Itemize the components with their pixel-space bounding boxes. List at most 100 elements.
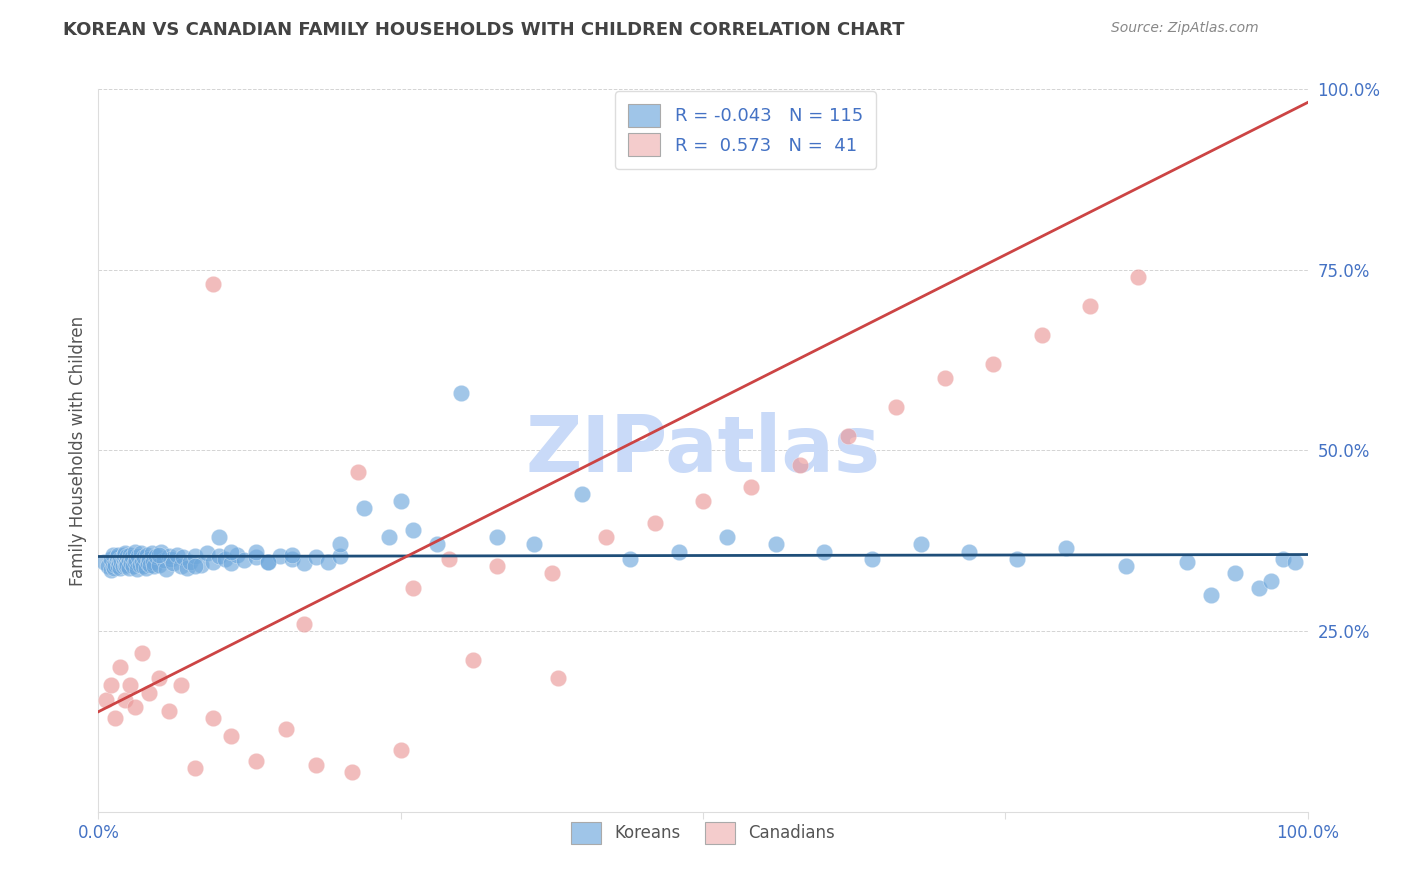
Point <box>765 537 787 551</box>
Point <box>740 480 762 494</box>
Point <box>115 559 138 574</box>
Point <box>292 556 315 570</box>
Point <box>169 559 191 574</box>
Point <box>162 556 184 570</box>
Point <box>121 550 143 565</box>
Point <box>1223 566 1246 581</box>
Point <box>108 660 131 674</box>
Y-axis label: Family Households with Children: Family Households with Children <box>69 316 87 585</box>
Point <box>117 558 139 572</box>
Point <box>214 551 236 566</box>
Point <box>105 550 128 565</box>
Point <box>245 754 267 768</box>
Point <box>221 556 243 570</box>
Point <box>1175 556 1198 570</box>
Point <box>100 563 122 577</box>
Point <box>486 530 509 544</box>
Point <box>134 550 156 565</box>
Point <box>226 548 249 562</box>
Point <box>1007 551 1029 566</box>
Point <box>426 537 449 551</box>
Point <box>329 537 352 551</box>
Point <box>111 550 134 565</box>
Point <box>112 553 135 567</box>
Point <box>107 548 129 562</box>
Point <box>860 551 883 566</box>
Point <box>202 555 225 569</box>
Point <box>129 546 152 560</box>
Point <box>135 560 157 574</box>
Point <box>644 516 666 530</box>
Point <box>1054 541 1077 555</box>
Point <box>377 530 399 544</box>
Point <box>269 549 291 563</box>
Point <box>104 711 127 725</box>
Point <box>1031 327 1053 342</box>
Point <box>256 555 278 569</box>
Point <box>148 548 170 562</box>
Point <box>281 551 304 566</box>
Point <box>124 555 146 569</box>
Point <box>115 555 138 569</box>
Point <box>142 555 165 569</box>
Point <box>1249 581 1271 595</box>
Point <box>128 558 150 572</box>
Point <box>190 558 212 572</box>
Point <box>837 429 859 443</box>
Point <box>101 548 124 562</box>
Point <box>450 385 472 400</box>
Point <box>145 549 167 563</box>
Point <box>202 277 225 292</box>
Point <box>166 548 188 562</box>
Point <box>437 551 460 566</box>
Point <box>97 559 120 574</box>
Point <box>281 548 304 562</box>
Point <box>118 551 141 566</box>
Point <box>93 556 115 570</box>
Point <box>1260 574 1282 588</box>
Point <box>179 555 201 569</box>
Point <box>138 551 160 566</box>
Point <box>118 548 141 562</box>
Point <box>155 562 177 576</box>
Point <box>540 566 562 581</box>
Point <box>789 458 811 472</box>
Point <box>232 553 254 567</box>
Point <box>157 549 180 563</box>
Point <box>245 550 267 565</box>
Point <box>957 544 980 558</box>
Point <box>208 549 231 563</box>
Point <box>124 544 146 558</box>
Point <box>389 494 412 508</box>
Point <box>910 537 932 551</box>
Point <box>101 559 124 574</box>
Point <box>813 544 835 558</box>
Point <box>716 530 738 544</box>
Point <box>148 558 170 572</box>
Point <box>208 530 231 544</box>
Point <box>184 761 207 775</box>
Point <box>886 400 908 414</box>
Point <box>104 558 127 572</box>
Point <box>619 551 641 566</box>
Point <box>152 553 174 567</box>
Point <box>100 678 122 692</box>
Point <box>316 555 339 569</box>
Point <box>135 548 157 562</box>
Point <box>120 556 142 570</box>
Point <box>118 678 141 692</box>
Point <box>202 711 225 725</box>
Point <box>114 546 136 560</box>
Point <box>1128 270 1150 285</box>
Point <box>595 530 617 544</box>
Point <box>148 671 170 685</box>
Point <box>127 549 149 563</box>
Point <box>117 549 139 563</box>
Point <box>486 559 509 574</box>
Point <box>136 556 159 570</box>
Point <box>94 692 117 706</box>
Point <box>329 549 352 563</box>
Point <box>256 556 278 570</box>
Point <box>108 560 131 574</box>
Point <box>1199 588 1222 602</box>
